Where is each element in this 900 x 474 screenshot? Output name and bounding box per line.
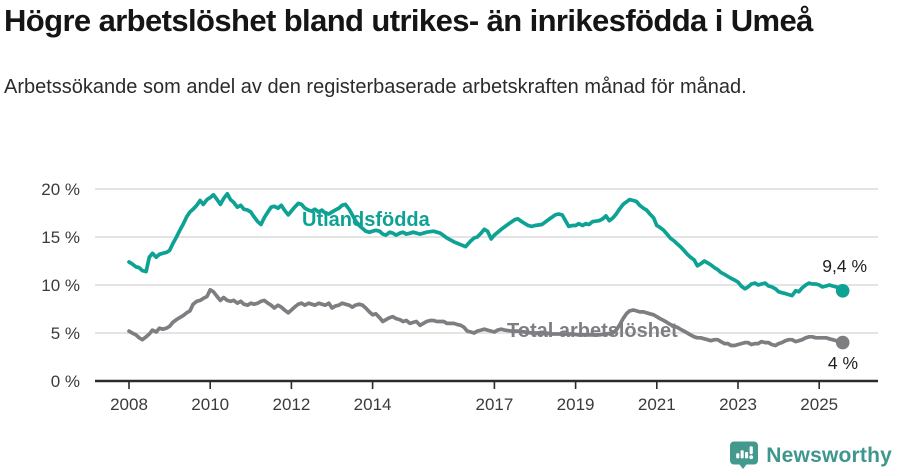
newsworthy-badge-icon [730, 441, 759, 469]
series-line-0 [127, 191, 845, 298]
y-tick-label-0: 0 % [51, 372, 80, 391]
series-end-label-1: 4 % [828, 353, 858, 373]
series-line-1 [127, 287, 845, 348]
x-tick-label-2010: 2010 [191, 395, 229, 414]
x-tick-label-2021: 2021 [638, 395, 676, 414]
bar-icon-3 [745, 452, 749, 459]
series-label-0: Utlandsfödda [302, 209, 431, 231]
newsworthy-logo: Newsworthy [729, 440, 892, 471]
series-end-dot-1 [835, 335, 850, 350]
x-tick-label-2012: 2012 [272, 395, 310, 414]
chart-subtitle: Arbetssökande som andel av den registerb… [4, 76, 747, 98]
x-tick-label-2008: 2008 [110, 395, 148, 414]
newsworthy-logo-text: Newsworthy [766, 443, 892, 467]
bar-icon-2 [740, 450, 744, 459]
bar-icon-1 [736, 453, 740, 459]
x-tick-label-2019: 2019 [557, 395, 595, 414]
series-end-label-0: 9,4 % [822, 256, 867, 276]
y-tick-label-5: 5 % [51, 324, 80, 343]
y-tick-label-20: 20 % [41, 180, 80, 199]
x-tick-label-2017: 2017 [475, 395, 513, 414]
page-title: Högre arbetslöshet bland utrikes- än inr… [4, 3, 813, 38]
y-tick-label-10: 10 % [41, 276, 80, 295]
x-tick-label-2023: 2023 [719, 395, 757, 414]
badge-bubble-shape [730, 441, 759, 469]
series-label-1: Total arbetslöshet [507, 320, 678, 342]
series-end-dot-0 [835, 284, 850, 298]
exclamation-icon [749, 446, 754, 455]
exclamation-dot [749, 455, 754, 460]
x-tick-label-2025: 2025 [800, 395, 838, 414]
x-tick-label-2014: 2014 [354, 395, 392, 414]
y-tick-label-15: 15 % [41, 228, 80, 247]
